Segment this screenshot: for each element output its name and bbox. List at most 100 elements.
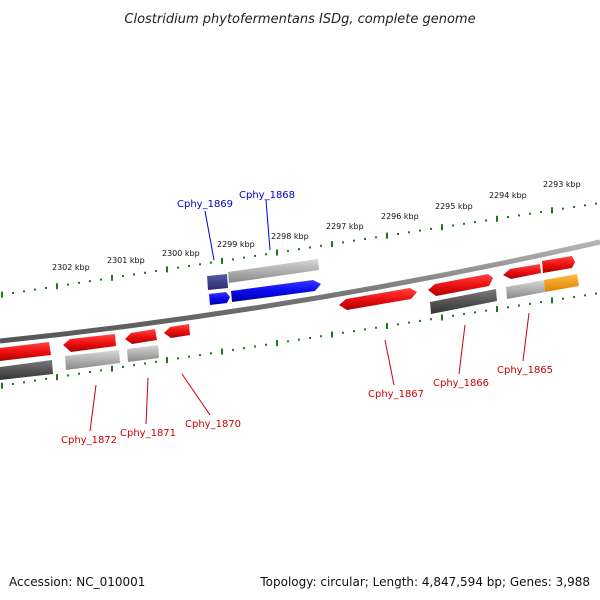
tick-minor: [34, 379, 36, 382]
tick-minor: [122, 275, 124, 278]
cds-cphy-1868-gray[interactable]: [228, 259, 319, 283]
tick-minor: [562, 207, 564, 210]
tick-minor: [177, 357, 179, 360]
gene-label-cphy-1869[interactable]: Cphy_1869: [177, 199, 233, 210]
tick-minor: [562, 297, 564, 300]
tick-minor: [34, 288, 36, 291]
cds-cphy-1871-gray[interactable]: [127, 345, 159, 362]
tick-minor: [452, 224, 454, 227]
tick-major: [166, 357, 168, 364]
cds-orange[interactable]: [544, 274, 579, 292]
tick-minor: [474, 221, 476, 224]
tick-minor: [89, 371, 91, 374]
tick-major: [166, 266, 168, 273]
callout-line-cphy-1868: [265, 199, 271, 251]
tick-minor: [309, 246, 311, 249]
cds-cphy-1864[interactable]: [542, 256, 575, 273]
tick-major: [56, 374, 58, 381]
tick-major: [221, 348, 223, 355]
accession-text: Accession: NC_010001: [9, 575, 145, 589]
gene-label-cphy-1868[interactable]: Cphy_1868: [239, 190, 295, 201]
tick-minor: [78, 281, 80, 284]
cds-cphy-1872[interactable]: [63, 334, 116, 352]
tick-minor: [529, 302, 531, 305]
kbp-label: 2298 kbp: [271, 232, 309, 241]
tick-minor: [375, 236, 377, 239]
tick-minor: [67, 374, 69, 377]
callout-line-cphy-1869: [204, 210, 215, 261]
cds-cphy-1869-gray[interactable]: [207, 274, 228, 290]
cds-cphy-1866[interactable]: [428, 274, 493, 296]
tick-minor: [188, 265, 190, 268]
cds-cphy-1865-gray[interactable]: [506, 280, 545, 299]
tick-minor: [12, 292, 14, 295]
cds-cphy-1865[interactable]: [503, 264, 541, 279]
tick-minor: [155, 270, 157, 273]
tick-minor: [540, 211, 542, 214]
cds-cphy-1868[interactable]: [231, 280, 321, 302]
tick-minor: [144, 271, 146, 274]
tick-minor: [584, 294, 586, 297]
tick-minor: [199, 263, 201, 266]
tick-major: [551, 207, 553, 214]
gene-label-cphy-1867[interactable]: Cphy_1867: [368, 389, 424, 400]
cds-cphy-1869[interactable]: [209, 292, 230, 305]
tick-minor: [595, 202, 597, 205]
tick-major: [441, 314, 443, 321]
tick-minor: [375, 326, 377, 329]
tick-minor: [419, 229, 421, 232]
cds-cphy-1871[interactable]: [125, 329, 157, 344]
tick-minor: [122, 365, 124, 368]
tick-minor: [100, 369, 102, 372]
tick-minor: [364, 238, 366, 241]
tick-major: [111, 274, 113, 281]
tick-minor: [342, 331, 344, 334]
lower-features: [0, 324, 190, 380]
cds-cphy-1872-gray[interactable]: [65, 350, 120, 370]
kbp-label: 2300 kbp: [162, 249, 200, 258]
tick-minor: [298, 248, 300, 251]
callout-line-cphy-1871: [145, 377, 149, 425]
tick-minor: [287, 340, 289, 343]
tick-minor: [89, 280, 91, 283]
cds-cphy-1870[interactable]: [164, 324, 190, 338]
tick-major: [441, 224, 443, 231]
callout-line-cphy-1872: [89, 384, 97, 432]
tick-minor: [23, 290, 25, 293]
upper-coordinate-ticks: [1, 202, 597, 298]
tick-minor: [309, 336, 311, 339]
tick-minor: [232, 348, 234, 351]
tick-minor: [100, 278, 102, 281]
tick-minor: [144, 362, 146, 365]
tick-minor: [320, 335, 322, 338]
tick-minor: [518, 214, 520, 217]
tick-minor: [188, 355, 190, 358]
cds-cphy-1873-gray[interactable]: [0, 360, 53, 380]
gene-label-cphy-1871[interactable]: Cphy_1871: [120, 428, 176, 439]
gene-label-cphy-1872[interactable]: Cphy_1872: [61, 435, 117, 446]
tick-minor: [463, 313, 465, 316]
tick-major: [276, 340, 278, 347]
kbp-label: 2297 kbp: [326, 222, 364, 231]
tick-minor: [265, 343, 267, 346]
tick-minor: [397, 323, 399, 326]
cds-cphy-1867[interactable]: [339, 288, 417, 310]
tick-minor: [298, 338, 300, 341]
gene-label-cphy-1866[interactable]: Cphy_1866: [433, 378, 489, 389]
cds-cphy-1873[interactable]: [0, 342, 51, 361]
cds-cphy-1866-gray[interactable]: [430, 289, 497, 314]
callout-line-cphy-1866: [458, 324, 466, 375]
tick-major: [331, 241, 333, 248]
gene-label-cphy-1870[interactable]: Cphy_1870: [185, 419, 241, 430]
tick-minor: [232, 258, 234, 261]
tick-minor: [133, 364, 135, 367]
kbp-label: 2293 kbp: [543, 180, 581, 189]
genome-backbone: [0, 239, 600, 344]
tick-major: [496, 215, 498, 222]
genome-summary-text: Topology: circular; Length: 4,847,594 bp…: [259, 575, 590, 589]
tick-major: [386, 323, 388, 330]
map-title: Clostridium phytofermentans ISDg, comple…: [124, 12, 475, 27]
gene-label-cphy-1865[interactable]: Cphy_1865: [497, 365, 553, 376]
tick-minor: [397, 232, 399, 235]
